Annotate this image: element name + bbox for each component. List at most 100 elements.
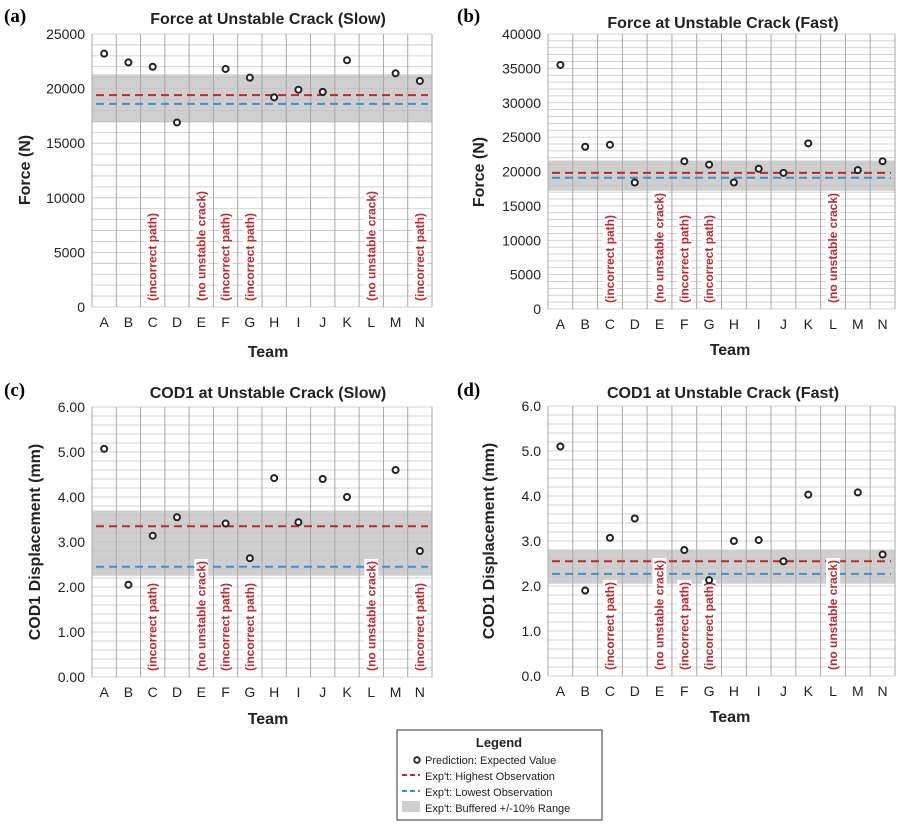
x-axis-label: Team: [248, 344, 289, 361]
prediction-point: [804, 490, 813, 499]
y-tick-label: 5000: [54, 244, 85, 260]
prediction-point: [729, 537, 738, 545]
y-axis-label: COD1 Displacement (mm): [27, 444, 44, 641]
x-tick-label: A: [556, 683, 566, 699]
prediction-point: [124, 580, 133, 589]
chart-title: Force at Unstable Crack (Fast): [607, 15, 838, 32]
annotation: (incorrect path): [702, 212, 717, 305]
legend-item: Prediction: Expected Value: [413, 755, 556, 767]
x-tick-label: G: [244, 314, 255, 330]
x-tick-label: M: [390, 684, 402, 700]
x-tick-label: K: [804, 316, 814, 332]
y-tick-label: 0.0: [522, 668, 542, 684]
y-tick-label: 5.0: [522, 443, 542, 459]
annotation: (no unstable crack): [652, 190, 667, 305]
prediction-point: [680, 546, 689, 554]
prediction-point: [853, 166, 862, 175]
prediction-point: [148, 531, 157, 540]
prediction-point: [556, 60, 565, 69]
svg-text:(incorrect path): (incorrect path): [146, 583, 160, 671]
prediction-point: [148, 62, 157, 71]
y-tick-label: 6.0: [522, 398, 542, 414]
x-tick-label: K: [342, 314, 352, 330]
annotation: (incorrect path): [602, 212, 617, 305]
svg-text:(incorrect path): (incorrect path): [146, 213, 160, 301]
y-tick-label: 2.0: [522, 578, 542, 594]
legend: Legend Prediction: Expected Value Exp't: H…: [396, 729, 603, 821]
legend-item-label: Exp't: Lowest Observation: [425, 787, 552, 799]
x-tick-label: E: [655, 683, 664, 699]
y-tick-label: 4.0: [522, 488, 542, 504]
x-tick-label: N: [878, 316, 888, 332]
prediction-point: [705, 160, 714, 169]
svg-text:(incorrect path): (incorrect path): [243, 583, 257, 671]
prediction-point: [581, 586, 590, 595]
y-tick-label: 25000: [502, 129, 541, 145]
svg-text:(incorrect path): (incorrect path): [413, 213, 427, 301]
x-tick-label: C: [605, 683, 615, 699]
chart-title: COD1 at Unstable Crack (Fast): [607, 385, 839, 402]
legend-item-label: Exp't: Buffered +/-10% Range: [425, 803, 570, 815]
prediction-point: [605, 533, 614, 542]
prediction-point: [173, 513, 181, 522]
prediction-point: [804, 139, 813, 148]
prediction-point: [878, 550, 887, 559]
prediction-point: [779, 168, 788, 177]
x-tick-label: D: [630, 316, 640, 332]
y-tick-label: 0: [533, 301, 541, 317]
x-tick-label: L: [829, 316, 837, 332]
x-tick-label: H: [729, 683, 739, 699]
y-tick-label: 35000: [502, 60, 541, 76]
x-tick-label: D: [172, 684, 182, 700]
annotation: (no unstable crack): [364, 558, 379, 673]
x-tick-label: B: [124, 314, 133, 330]
x-tick-label: I: [757, 683, 761, 699]
annotation: (incorrect path): [677, 579, 692, 672]
x-axis-label: Team: [710, 709, 751, 726]
x-tick-label: D: [172, 314, 182, 330]
prediction-point: [705, 576, 714, 585]
band-legend-swatch: [402, 801, 420, 812]
chart-panel-2: 0 5000 10000 15000 20000 25000 30000 35000 40000…: [457, 6, 896, 359]
prediction-point: [391, 69, 400, 78]
prediction-point: [680, 157, 689, 166]
svg-text:(no unstable crack): (no unstable crack): [364, 191, 378, 301]
prediction-point: [391, 466, 400, 474]
x-tick-label: G: [704, 316, 715, 332]
x-tick-label: J: [780, 683, 787, 699]
x-tick-label: M: [852, 316, 864, 332]
x-tick-label: K: [804, 683, 814, 699]
x-tick-label: C: [605, 316, 615, 332]
annotation: (incorrect path): [677, 212, 692, 305]
prediction-point: [415, 547, 424, 555]
legend-marker-icon: [413, 756, 421, 764]
legend-item-label: Prediction: Expected Value: [425, 755, 556, 767]
x-tick-label: A: [99, 314, 109, 330]
y-axis-label: COD1 Displacement (mm): [481, 443, 498, 640]
prediction-point: [415, 76, 424, 85]
y-tick-label: 25000: [46, 26, 85, 42]
x-tick-label: E: [197, 314, 206, 330]
annotation: (incorrect path): [702, 579, 717, 672]
x-tick-label: K: [342, 684, 352, 700]
y-tick-label: 10000: [502, 232, 541, 248]
grid: [91, 406, 433, 678]
x-tick-label: L: [367, 684, 375, 700]
y-tick-label: 40000: [502, 26, 541, 42]
y-tick-label: 5.00: [58, 444, 85, 460]
annotation: (no unstable crack): [194, 188, 209, 303]
y-axis-label: Force (N): [471, 137, 488, 207]
svg-text:(no unstable crack): (no unstable crack): [364, 561, 378, 671]
x-tick-label: B: [124, 684, 133, 700]
prediction-point: [343, 56, 351, 65]
x-tick-label: M: [390, 314, 402, 330]
x-tick-label: G: [244, 684, 255, 700]
x-tick-label: L: [829, 683, 837, 699]
annotation: (incorrect path): [145, 580, 160, 673]
prediction-point: [630, 514, 639, 523]
x-tick-label: F: [221, 314, 230, 330]
x-tick-label: J: [780, 316, 787, 332]
chart-title: Force at Unstable Crack (Slow): [150, 11, 386, 28]
x-tick-label: N: [878, 683, 888, 699]
